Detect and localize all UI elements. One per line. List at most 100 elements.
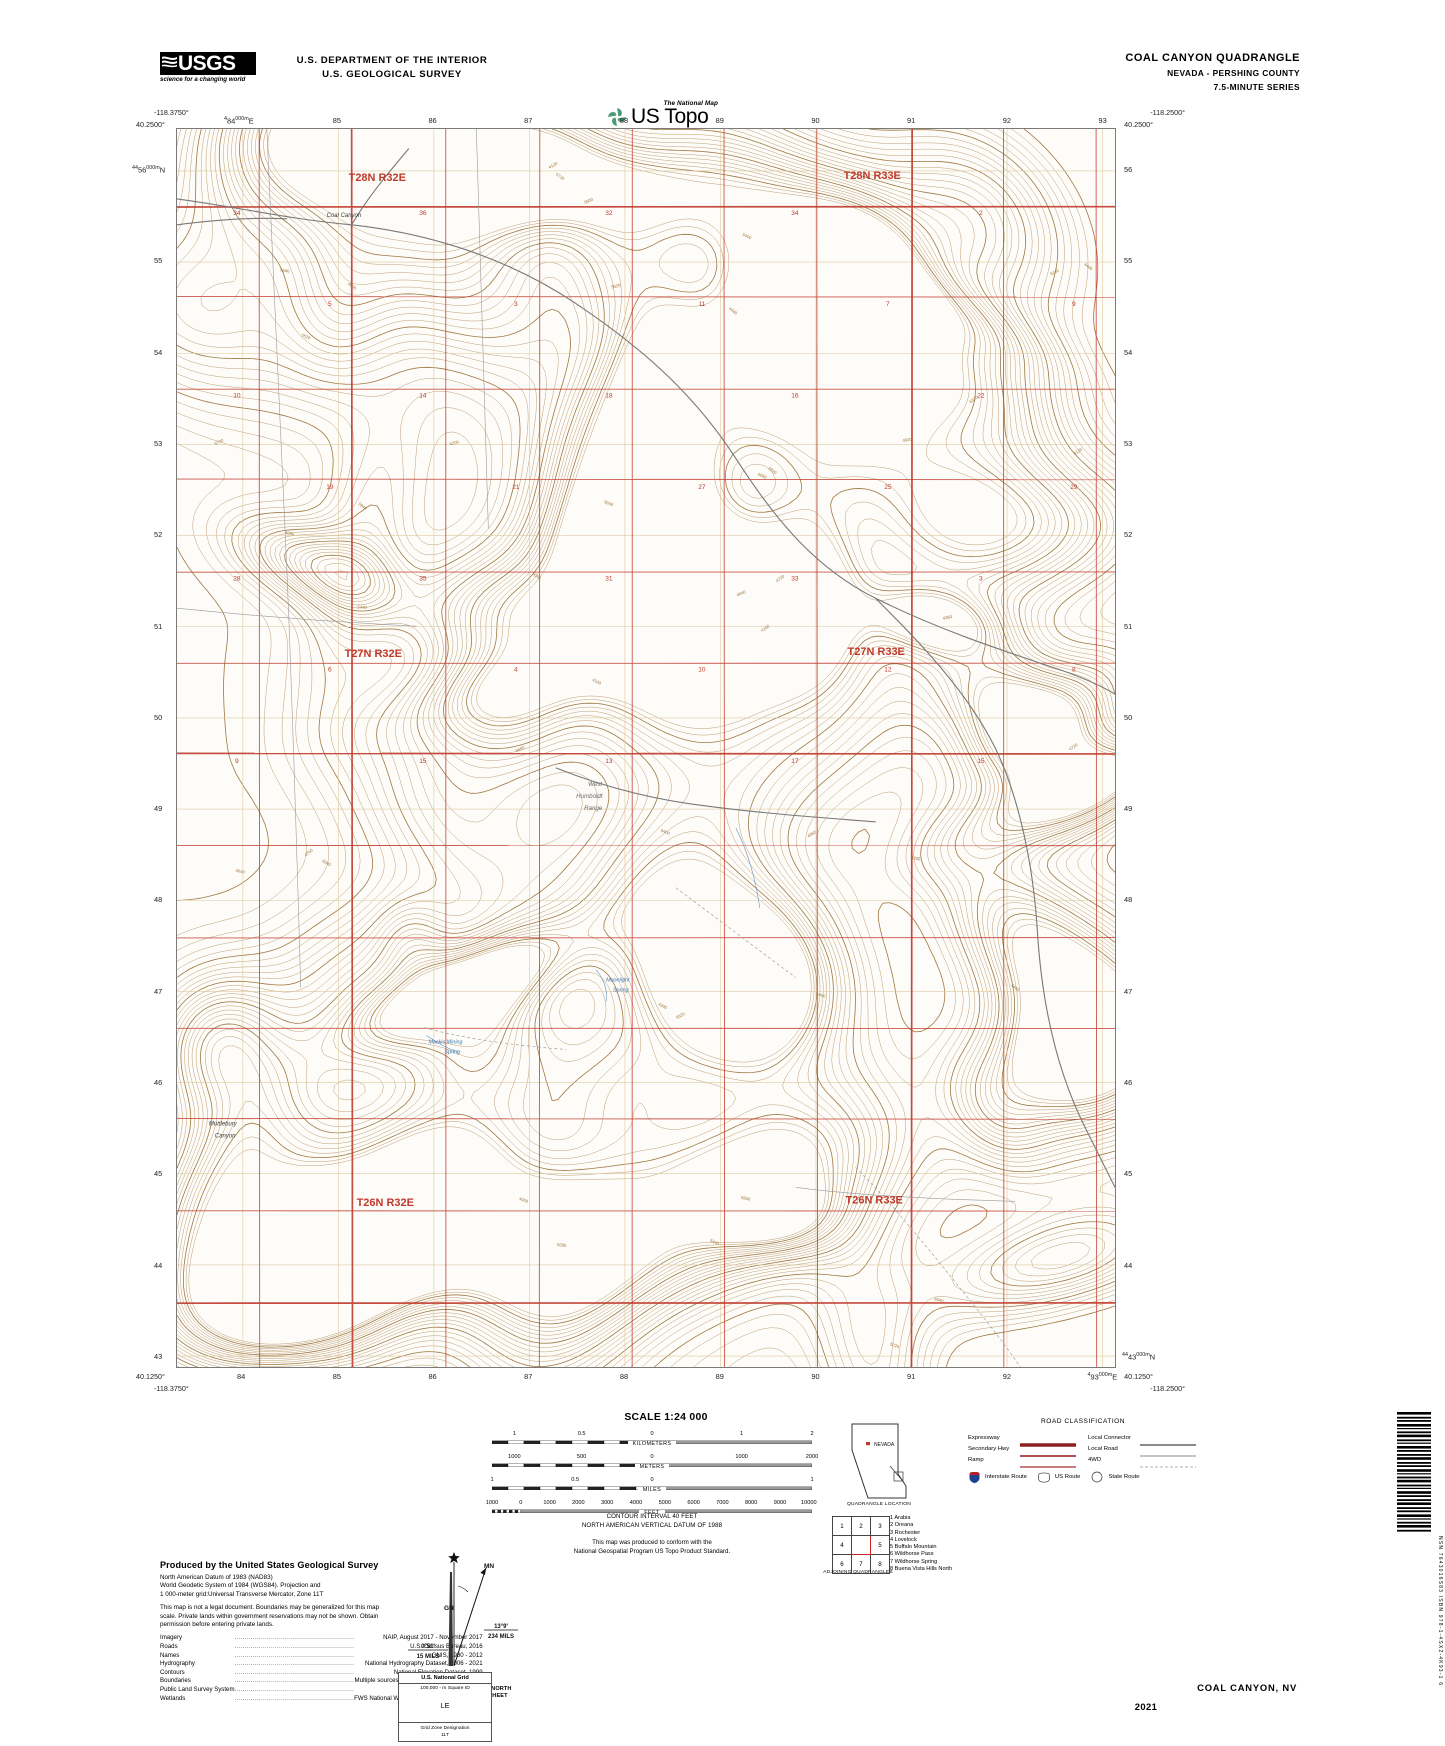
adjoining-cell[interactable]: 5 [870,1535,890,1555]
grid-tick-label: 48 [1124,895,1133,905]
section-number-label: 33 [791,575,799,582]
contour-elevation-label: 4360 [806,829,817,839]
scale-tick-label: 9000 [773,1500,787,1506]
local-road[interactable] [266,129,302,988]
local-road[interactable] [476,129,489,529]
datum-line-2: World Geodetic System of 1984 (WGS84). P… [160,1582,321,1590]
interstate-shield-icon [969,1471,980,1483]
road-class-sample [1020,1457,1076,1468]
section-number-label: 9 [235,758,239,765]
corner-se-longitude: -118.2500° [1150,1384,1185,1393]
adjoining-quad-name: 5 Buffalo Mountain [890,1544,937,1551]
source-credit-dots: ........................................… [234,1668,355,1676]
scale-tick-label: 1000 [735,1454,748,1460]
grid-tick-label: 89 [715,1372,724,1381]
adjoining-names-list: 1 Arabia 2 Oreana 3 Rochester 4 Lovelock 5 B… [890,1515,952,1573]
local-connector-road[interactable] [735,457,1115,695]
4wd-road[interactable] [675,887,796,978]
adjoining-cell[interactable]: 8 [870,1554,890,1574]
contour-elevation-label: 5400 [816,991,827,999]
grid-tick-label: 48 [154,895,163,905]
footer-year: 2021 [1134,1701,1158,1712]
adjoining-cell[interactable]: 3 [870,1516,890,1536]
scale-bar-labels: 1000 500 0 1000 2000 [492,1454,818,1462]
scale-tick-label: 1 [490,1477,494,1483]
route-shield-us: US Route [1037,1472,1080,1483]
section-number-label: 19 [326,484,334,491]
source-credit-dots: ........................................… [234,1694,355,1702]
grid-tick-label: 493000mE [1087,1372,1118,1382]
section-line [1095,129,1098,1367]
grid-tick-label: 54 [154,347,163,357]
contour-elevation-label: 4720 [1068,742,1079,752]
place-name-label: Moonlight [606,978,630,984]
local-road[interactable] [874,597,1038,929]
road-class-row: Ramp [968,1454,1076,1468]
place-name-label: Muttlebury [209,1121,238,1127]
adjoining-cell[interactable]: 6 [832,1554,852,1574]
scale-tick-label: 0.5 [577,1431,586,1437]
road-class-row: Secondary Hwy [968,1443,1076,1457]
township-range-label: T28N R33E [844,170,901,182]
contour-line [177,129,1115,1367]
adjoining-cell[interactable]: 4 [832,1535,852,1555]
contour-interval-line-1: CONTOUR INTERVAL 40 FEET [606,1513,698,1520]
source-credit-value: NAIP, August 2017 - November 2017 [383,1634,483,1642]
footer-quad-name: COAL CANYON, NV [1197,1682,1297,1693]
road-class-sample [1140,1457,1196,1467]
grid-tick-label: 50 [154,712,163,722]
township-range-label: T27N R33E [848,646,905,658]
scale-bar-labels: 1 0.5 0 1 [490,1477,814,1485]
place-name-label: Coal Canyon [327,213,362,219]
contour-elevation-label: 4120 [548,160,559,169]
state-route-shield-icon [1092,1471,1103,1483]
township-line [350,129,354,1367]
route-shield-label: Interstate Route [985,1474,1027,1480]
road-classification-legend: ROAD CLASSIFICATION Expressway Secondary … [968,1418,1198,1484]
4wd-road[interactable] [424,1027,567,1050]
grid-tick-label: 92 [1002,1372,1012,1381]
usgs-tagline: science for a changing world [160,76,246,83]
local-connector-road[interactable] [351,148,410,226]
scale-tick-label: 500 [576,1454,587,1460]
grid-tick-label: 46 [1124,1078,1133,1088]
adjoining-cell-current[interactable] [851,1535,871,1555]
map-body[interactable]: 34 36 32 34 2 5 3 11 7 9 10 14 18 16 22 19 21 27 25 29 28 35 3… [176,128,1116,1368]
scale-tick-label: 3000 [600,1500,614,1506]
conformance-note: This map was produced to conform with th… [492,1538,812,1556]
index-contour-line [177,129,1115,1367]
local-road[interactable] [555,767,877,823]
usng-square-id: LE [440,1701,450,1710]
contour-elevation-label: 5720 [889,1341,900,1349]
scale-tick-label: 0 [650,1454,654,1460]
scale-tick-label: 1 [810,1477,814,1483]
grid-tick-label: 4456000mN [132,165,166,175]
scale-tick-label: 2000 [805,1454,819,1460]
source-credit-key: Contours [160,1668,185,1676]
scale-bar-kilometers: 1 0.5 0 1 2 KILOMETERS [492,1431,814,1453]
source-credit-dots: ........................................… [234,1660,355,1668]
local-road[interactable] [795,1186,1016,1202]
local-connector-road[interactable] [177,217,288,226]
corner-sw-longitude: -118.3750° [154,1384,189,1393]
section-number-label: 36 [419,210,427,217]
contour-line [177,129,1115,1367]
local-road[interactable] [1036,927,1115,1188]
usng-square-id-label: 100,000 - m Square ID [420,1686,470,1691]
quadrangle-state-county: NEVADA - PERSHING COUNTY [1167,68,1300,78]
section-number-label: 6 [328,667,332,674]
section-number-label: 7 [886,301,890,308]
route-shield-interstate: Interstate Route [968,1471,1027,1484]
section-number-label: 11 [698,301,705,308]
place-name-label: West [588,781,602,788]
contour-elevation-label: 5600 [583,196,594,205]
adjoining-cell[interactable]: 1 [832,1516,852,1536]
usgs-wordmark-text: USGS [178,52,236,75]
conformance-line-2: National Geospatial Program US Topo Prod… [573,1548,731,1555]
grid-tick-label: 89 [715,116,724,125]
local-road[interactable] [177,607,417,627]
adjoining-cell[interactable]: 2 [851,1516,871,1536]
barcode-text: NSN 7643016S83 ISBN 978-1-4SX2-4K93-1 6 [1437,1536,1443,1687]
